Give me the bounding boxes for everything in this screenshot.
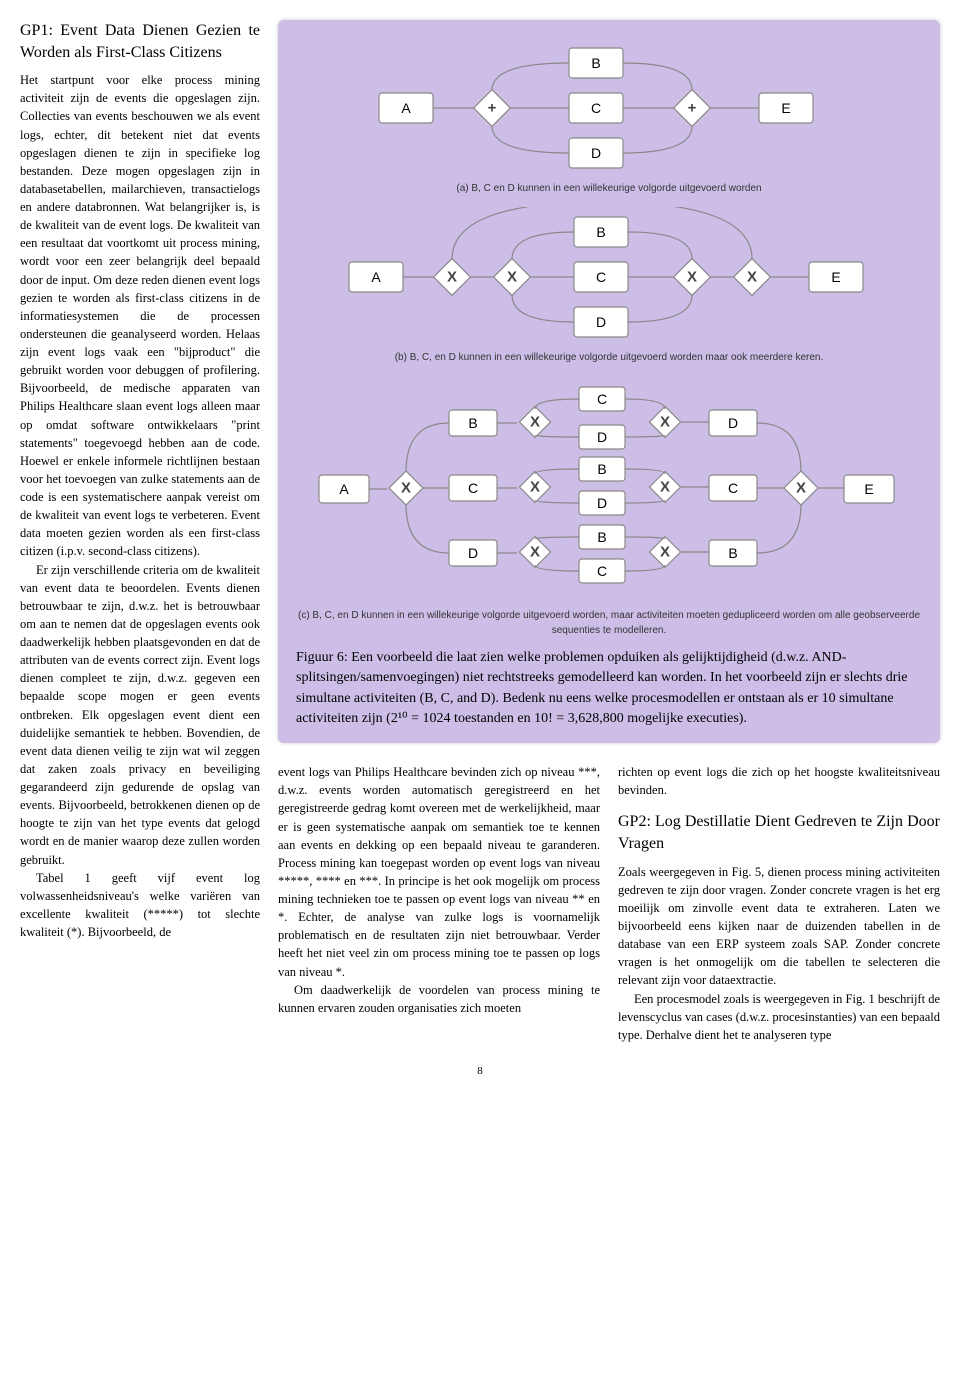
svg-text:X: X xyxy=(660,544,670,561)
svg-text:X: X xyxy=(687,268,697,285)
figure-6-box: A + B C D + E xyxy=(278,20,940,743)
svg-text:D: D xyxy=(468,545,478,561)
svg-text:B: B xyxy=(468,415,477,431)
left-column: GP1: Event Data Dienen Gezien te Worden … xyxy=(20,20,260,1044)
diagram-b: A X X B C D X X E xyxy=(319,207,899,347)
lower-col2-p3: Een procesmodel zoals is weergegeven in … xyxy=(618,990,940,1044)
diagram-b-caption: (b) B, C, en D kunnen in een willekeurig… xyxy=(296,351,922,366)
lower-col-1: event logs van Philips Healthcare bevind… xyxy=(278,763,600,1044)
svg-text:X: X xyxy=(507,268,517,285)
svg-text:X: X xyxy=(796,480,806,497)
svg-text:B: B xyxy=(597,529,606,545)
lower-col1-p1: event logs van Philips Healthcare bevind… xyxy=(278,763,600,981)
diagram-c: A X B X C D X D C X xyxy=(299,375,919,605)
figure-6-caption: Figuur 6: Een voorbeeld die laat zien we… xyxy=(296,648,922,729)
gp1-body-1: Het startpunt voor elke process mining a… xyxy=(20,71,260,560)
svg-text:C: C xyxy=(591,100,601,116)
svg-text:D: D xyxy=(596,314,606,330)
svg-text:C: C xyxy=(597,563,607,579)
svg-text:B: B xyxy=(596,224,605,240)
diagram-c-caption: (c) B, C, en D kunnen in een willekeurig… xyxy=(296,609,922,638)
right-area: A + B C D + E xyxy=(278,20,940,1044)
svg-text:C: C xyxy=(728,480,738,496)
svg-text:+: + xyxy=(688,100,697,117)
lower-col-2: richten op event logs die zich op het ho… xyxy=(618,763,940,1044)
svg-text:X: X xyxy=(660,414,670,431)
svg-text:A: A xyxy=(401,100,411,116)
svg-text:C: C xyxy=(468,480,478,496)
lower-col1-p2: Om daadwerkelijk de voordelen van proces… xyxy=(278,981,600,1017)
svg-text:C: C xyxy=(597,391,607,407)
svg-text:X: X xyxy=(747,268,757,285)
svg-text:C: C xyxy=(596,269,606,285)
svg-text:A: A xyxy=(371,269,381,285)
gp1-body-2: Er zijn verschillende criteria om de kwa… xyxy=(20,561,260,869)
diagram-a: A + B C D + E xyxy=(339,38,879,178)
svg-text:B: B xyxy=(728,545,737,561)
svg-text:D: D xyxy=(597,495,607,511)
svg-text:+: + xyxy=(488,100,497,117)
svg-text:A: A xyxy=(339,481,349,497)
gp2-heading: GP2: Log Destillatie Dient Gedreven te Z… xyxy=(618,811,940,854)
svg-text:E: E xyxy=(864,481,873,497)
gp1-body-3: Tabel 1 geeft vijf event log volwassenhe… xyxy=(20,869,260,942)
gp1-heading: GP1: Event Data Dienen Gezien te Worden … xyxy=(20,20,260,63)
svg-text:E: E xyxy=(781,100,790,116)
svg-text:X: X xyxy=(530,479,540,496)
svg-text:X: X xyxy=(447,268,457,285)
svg-text:D: D xyxy=(591,145,601,161)
svg-text:X: X xyxy=(530,414,540,431)
svg-text:D: D xyxy=(728,415,738,431)
svg-text:E: E xyxy=(831,269,840,285)
lower-col2-p2: Zoals weergegeven in Fig. 5, dienen proc… xyxy=(618,863,940,990)
lower-columns: event logs van Philips Healthcare bevind… xyxy=(278,763,940,1044)
diagram-a-caption: (a) B, C en D kunnen in een willekeurige… xyxy=(296,182,922,197)
svg-text:X: X xyxy=(660,479,670,496)
page-layout: GP1: Event Data Dienen Gezien te Worden … xyxy=(20,20,940,1044)
svg-text:X: X xyxy=(401,480,411,497)
svg-text:B: B xyxy=(591,55,600,71)
svg-text:D: D xyxy=(597,429,607,445)
svg-text:X: X xyxy=(530,544,540,561)
svg-text:B: B xyxy=(597,461,606,477)
page-number: 8 xyxy=(20,1064,940,1080)
lower-col2-p1: richten op event logs die zich op het ho… xyxy=(618,763,940,799)
